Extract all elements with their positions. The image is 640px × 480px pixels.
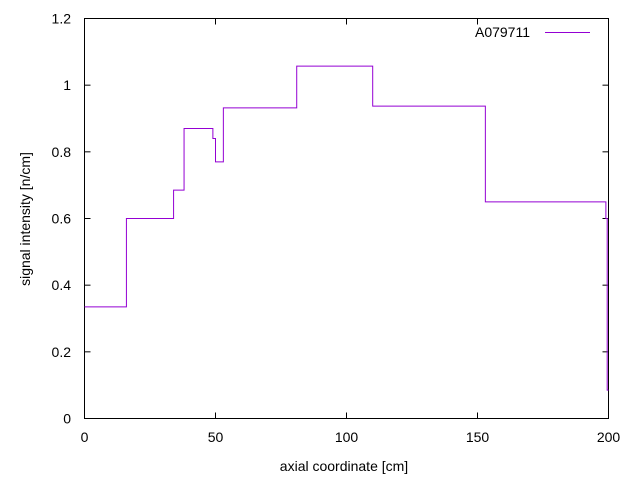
y-tick-label: 0.6 — [52, 211, 72, 227]
y-tick-label: 0.8 — [52, 144, 72, 160]
y-tick-label: 1 — [63, 77, 71, 93]
x-axis-title: axial coordinate [cm] — [280, 458, 408, 474]
legend-label: A079711 — [475, 24, 530, 40]
x-tick-label: 0 — [81, 429, 89, 445]
y-tick-label: 0.2 — [52, 344, 72, 360]
x-tick-label: 50 — [208, 429, 224, 445]
y-tick-labels: 0 0.2 0.4 0.6 0.8 1 1.2 — [52, 11, 72, 427]
tick-marks — [84, 18, 609, 419]
y-axis-title: signal intensity [n/cm] — [17, 152, 33, 286]
y-tick-label: 0 — [63, 411, 71, 427]
x-tick-label: 100 — [335, 429, 359, 445]
y-tick-label: 0.4 — [52, 277, 72, 293]
series-layer — [84, 65, 609, 391]
y-tick-label: 1.2 — [52, 11, 72, 27]
legend: A079711 — [475, 24, 590, 40]
x-tick-labels: 0 50 100 150 200 — [81, 429, 621, 445]
series-line — [84, 65, 609, 391]
x-tick-label: 200 — [597, 429, 621, 445]
x-tick-label: 150 — [466, 429, 490, 445]
